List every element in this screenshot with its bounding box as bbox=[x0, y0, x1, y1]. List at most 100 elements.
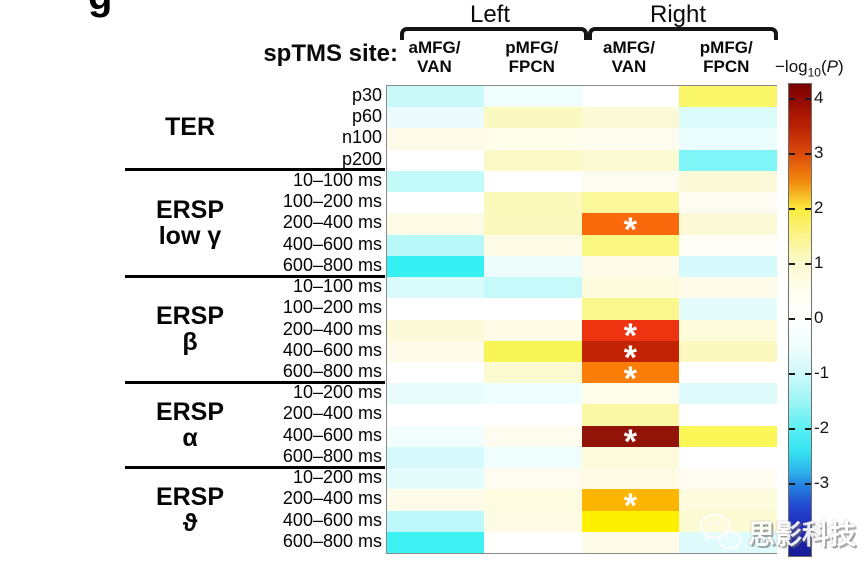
colorbar-tick bbox=[789, 428, 795, 431]
row-label: 200–400 ms bbox=[282, 488, 382, 509]
heatmap-cell bbox=[387, 107, 485, 129]
heatmap-cell bbox=[484, 446, 582, 469]
heatmap-cell bbox=[581, 298, 680, 320]
row-label: 10–100 ms bbox=[292, 276, 382, 297]
heatmap-cell bbox=[678, 107, 777, 129]
colorbar-tick bbox=[805, 97, 811, 100]
heatmap-cell bbox=[678, 128, 777, 151]
colorbar-tick-label: -2 bbox=[814, 418, 830, 438]
row-label: 600–800 ms bbox=[282, 360, 382, 381]
heatmap-cell bbox=[387, 255, 485, 278]
sptms-site-label: spTMS site: bbox=[263, 40, 398, 67]
heatmap-cell bbox=[484, 404, 582, 427]
colorbar-tick bbox=[789, 263, 795, 266]
heatmap-cell bbox=[484, 277, 582, 299]
group-label-0: TER bbox=[165, 113, 215, 142]
heatmap-cell bbox=[387, 510, 485, 533]
heatmap-cell bbox=[387, 425, 485, 448]
heatmap-cell bbox=[387, 170, 485, 193]
heatmap-cell bbox=[387, 404, 485, 427]
colorbar bbox=[788, 83, 812, 557]
group-label-3: ERSP α bbox=[155, 397, 225, 452]
heatmap-cell bbox=[387, 213, 485, 236]
colorbar-tick bbox=[789, 483, 795, 486]
colorbar-tick bbox=[789, 97, 795, 100]
colorbar-tick bbox=[805, 318, 811, 321]
heatmap-cell bbox=[387, 319, 485, 342]
heatmap-cell: * bbox=[581, 487, 680, 525]
colorbar-label-subscript: 10 bbox=[807, 65, 821, 80]
colorbar-tick bbox=[805, 373, 811, 376]
heatmap-cell bbox=[581, 277, 680, 299]
row-labels: p30 p60 n100 p200 10–100 ms 100–200 ms 200–400… bbox=[0, 85, 382, 552]
row-label: 600–800 ms bbox=[282, 254, 382, 275]
heatmap-cell bbox=[484, 340, 582, 363]
heatmap-cell bbox=[484, 170, 582, 193]
heatmap-cell bbox=[484, 319, 582, 342]
heatmap-cell bbox=[484, 361, 582, 384]
heatmap-cell bbox=[678, 192, 777, 214]
colorbar-tick bbox=[805, 208, 811, 211]
row-label: p30 bbox=[351, 85, 382, 105]
column-header-right-amfg-van: aMFG/VAN bbox=[603, 38, 655, 76]
colorbar-tick bbox=[805, 428, 811, 431]
heatmap-cell bbox=[678, 277, 777, 299]
heatmap-cell bbox=[387, 86, 485, 108]
colorbar-tick-labels: 4 3 2 1 0 -1 -2 -3 bbox=[814, 83, 860, 555]
heatmap-cell bbox=[581, 468, 680, 490]
heatmap-cell: * bbox=[581, 211, 680, 249]
heatmap-cell bbox=[581, 107, 680, 129]
row-label: 400–600 ms bbox=[282, 509, 382, 530]
heatmap-cell bbox=[484, 425, 582, 448]
colorbar-tick bbox=[789, 373, 795, 376]
heatmap-cell bbox=[484, 213, 582, 236]
heatmap-cell bbox=[484, 298, 582, 320]
heatmap-cell bbox=[484, 192, 582, 214]
column-headers: aMFG/VAN pMFG/FPCN aMFG/VAN pMFG/FPCN bbox=[386, 38, 775, 82]
heatmap-cell bbox=[581, 128, 680, 151]
heatmap-cell bbox=[484, 128, 582, 151]
heatmap-cell bbox=[484, 383, 582, 405]
colorbar-tick-label: 2 bbox=[814, 198, 824, 218]
heatmap-cell bbox=[678, 170, 777, 193]
group-label-1: ERSP low γ bbox=[155, 195, 225, 250]
heatmap-cell bbox=[484, 531, 582, 554]
heatmap-cell bbox=[581, 510, 680, 533]
group-label-4: ERSP ϑ bbox=[155, 482, 225, 537]
heatmap-cell bbox=[581, 404, 680, 427]
panel-label: g bbox=[88, 0, 112, 19]
colorbar-label-paren-close: ) bbox=[838, 57, 844, 76]
heatmap-cell: * bbox=[581, 423, 680, 461]
heatmap-cell bbox=[678, 340, 777, 363]
colorbar-tick bbox=[789, 208, 795, 211]
heatmap-cell bbox=[387, 446, 485, 469]
heatmap-cell bbox=[387, 361, 485, 384]
heatmap-cell bbox=[387, 383, 485, 405]
heatmap-cell bbox=[678, 255, 777, 278]
row-label: 400–600 ms bbox=[282, 339, 382, 360]
heatmap-grid: * * * * * * bbox=[386, 85, 777, 554]
colorbar-tick-label: 1 bbox=[814, 253, 824, 273]
colorbar-tick-label: 0 bbox=[814, 308, 824, 328]
heatmap-cell bbox=[581, 170, 680, 193]
row-label: n100 bbox=[341, 127, 382, 148]
row-label: 200–400 ms bbox=[282, 318, 382, 339]
right-hemisphere-bracket bbox=[588, 27, 778, 40]
heatmap-cell bbox=[484, 510, 582, 533]
left-hemisphere-bracket bbox=[400, 27, 588, 40]
heatmap-cell bbox=[678, 510, 777, 533]
row-label: 10–200 ms bbox=[292, 382, 382, 403]
heatmap-cell bbox=[581, 149, 680, 172]
column-header-right-pmfg-fpcn: pMFG/FPCN bbox=[699, 38, 753, 76]
heatmap-cell bbox=[387, 234, 485, 257]
heatmap-cell bbox=[484, 489, 582, 512]
heatmap-cell bbox=[581, 234, 680, 257]
heatmap-cell bbox=[484, 255, 582, 278]
column-header-left-amfg-van: aMFG/VAN bbox=[408, 38, 461, 76]
heatmap-cell bbox=[581, 86, 680, 108]
heatmap-cell bbox=[678, 446, 777, 469]
heatmap-cell bbox=[484, 234, 582, 257]
heatmap-cell bbox=[678, 531, 777, 554]
heatmap-cell: * bbox=[581, 360, 680, 398]
